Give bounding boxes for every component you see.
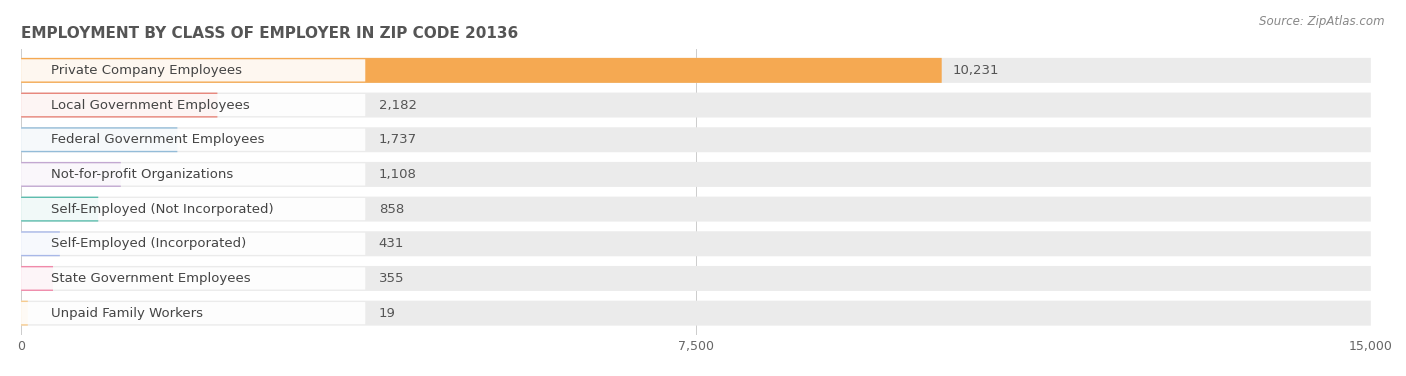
Text: Source: ZipAtlas.com: Source: ZipAtlas.com [1260,15,1385,28]
FancyBboxPatch shape [21,231,60,256]
FancyBboxPatch shape [21,266,1371,291]
FancyBboxPatch shape [21,94,366,116]
Text: 1,108: 1,108 [378,168,416,181]
FancyBboxPatch shape [21,59,366,82]
FancyBboxPatch shape [21,162,121,187]
Text: State Government Employees: State Government Employees [51,272,250,285]
Text: Private Company Employees: Private Company Employees [51,64,242,77]
FancyBboxPatch shape [21,129,366,151]
Text: EMPLOYMENT BY CLASS OF EMPLOYER IN ZIP CODE 20136: EMPLOYMENT BY CLASS OF EMPLOYER IN ZIP C… [21,26,519,41]
Text: 10,231: 10,231 [952,64,1000,77]
Text: Federal Government Employees: Federal Government Employees [51,133,264,146]
FancyBboxPatch shape [21,197,1371,221]
FancyBboxPatch shape [21,163,366,185]
FancyBboxPatch shape [21,127,177,152]
FancyBboxPatch shape [21,301,28,326]
Text: 2,182: 2,182 [378,99,416,112]
Text: Self-Employed (Not Incorporated): Self-Employed (Not Incorporated) [51,203,273,215]
FancyBboxPatch shape [21,197,98,221]
FancyBboxPatch shape [21,231,1371,256]
FancyBboxPatch shape [21,58,942,83]
FancyBboxPatch shape [21,198,366,220]
Text: Unpaid Family Workers: Unpaid Family Workers [51,307,202,320]
FancyBboxPatch shape [21,92,218,118]
Text: 19: 19 [378,307,395,320]
Text: 858: 858 [378,203,404,215]
FancyBboxPatch shape [21,127,1371,152]
Text: Self-Employed (Incorporated): Self-Employed (Incorporated) [51,237,246,250]
FancyBboxPatch shape [21,162,1371,187]
FancyBboxPatch shape [21,58,1371,83]
Text: 1,737: 1,737 [378,133,418,146]
Text: Local Government Employees: Local Government Employees [51,99,249,112]
Text: 355: 355 [378,272,405,285]
FancyBboxPatch shape [21,266,53,291]
FancyBboxPatch shape [21,92,1371,118]
FancyBboxPatch shape [21,301,1371,326]
FancyBboxPatch shape [21,267,366,290]
Text: 431: 431 [378,237,404,250]
Text: Not-for-profit Organizations: Not-for-profit Organizations [51,168,233,181]
FancyBboxPatch shape [21,302,366,324]
FancyBboxPatch shape [21,233,366,255]
